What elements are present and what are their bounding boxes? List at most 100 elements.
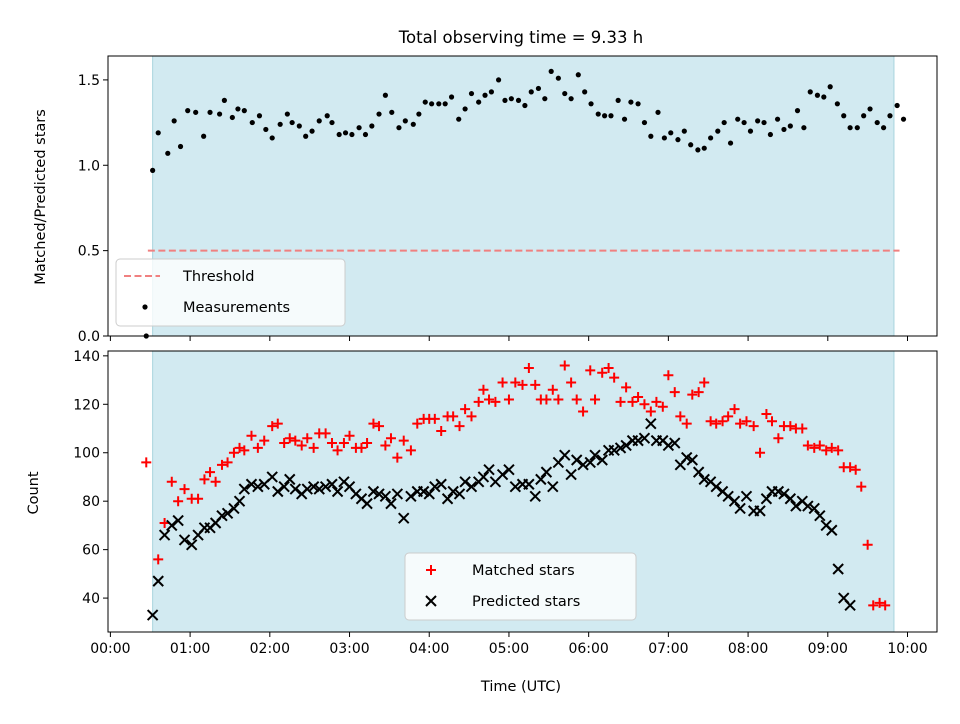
matched-star-point [429,413,440,424]
matched-star-point [711,418,722,429]
legend-entry-label: Threshold [182,269,254,285]
measurement-point [476,99,482,105]
measurement-point [241,108,247,114]
predicted-star-point [529,490,541,503]
matched-star-point [705,416,716,427]
predicted-star-point [326,478,338,490]
matched-star-point [645,406,656,417]
matched-star-point [222,457,233,468]
predicted-star-point [509,480,522,493]
matched-star-point [585,365,596,376]
measurement-point [429,101,435,107]
matched-star-point [541,394,552,405]
measurement-point [303,133,309,139]
measurement-point [568,96,574,102]
measurement-point [648,133,654,139]
matched-star-point [412,418,423,429]
matched-star-point [392,452,403,463]
measurement-point [735,116,741,122]
matched-star-point [385,433,396,444]
predicted-star-point [361,497,373,510]
matched-star-point [239,445,250,456]
predicted-star-point [540,466,553,478]
matched-star-point [723,411,734,422]
measurement-point [588,101,594,107]
matched-star-point [344,430,355,441]
predicted-star-point [405,490,417,503]
measurement-point [562,90,568,97]
matched-star-point [193,493,204,504]
predicted-star-point [289,483,302,495]
measurement-point [416,111,422,117]
matched-star-point [246,430,257,441]
matched-star-point [448,411,459,422]
predicted-star-point [503,463,515,476]
matched-star-point [320,428,331,439]
measurement-point [329,119,335,126]
figure-title: Total observing time = 9.33 h [398,28,643,47]
matched-star-point [874,597,885,608]
matched-star-point [523,362,534,373]
measurement-point [269,135,275,141]
predicted-star-point [565,468,577,481]
matched-star-point [368,418,379,429]
predicted-star-point [577,459,589,471]
matched-star-point [460,404,471,415]
measurement-point [150,167,156,173]
predicted-star-point [728,495,741,507]
measurement-point [668,130,674,136]
measurement-point [615,97,621,103]
matched-star-point [693,387,704,398]
matched-star-point [436,425,447,436]
matched-star-point [862,539,873,550]
measurement-point [221,97,227,103]
matched-star-point [405,445,416,456]
legend-entry-label: Predicted stars [472,594,580,610]
measurement-point [834,101,840,107]
predicted-star-point [284,473,296,486]
matched-star-point [356,442,367,453]
measurement-point [708,135,714,141]
measurement-point [482,92,488,98]
matched-star-point [833,445,844,456]
matched-star-point [302,433,313,444]
measurement-point [807,89,813,95]
matched-star-point [296,440,307,451]
matched-star-point [497,377,508,388]
matched-star-point [669,387,680,398]
measurement-point [193,109,199,115]
matched-star-point [517,379,528,390]
measurement-point [767,131,774,138]
measurement-point [165,150,171,156]
measurement-point [787,123,793,129]
predicted-star-point [447,485,459,498]
measurement-point [436,101,442,107]
matched-star-point [615,396,626,407]
measurement-point [462,106,468,112]
measurement-point [235,106,241,112]
predicted-star-point [146,609,159,621]
predicted-star-point [760,493,773,505]
measurement-point [621,116,628,122]
measurement-point [296,123,302,129]
legend-measurements-swatch [142,304,148,310]
measurement-point [336,131,342,138]
matched-star-point [609,372,620,383]
matched-star-point [279,438,290,449]
matched-star-point [639,399,650,410]
predicted-star-point [570,454,583,466]
matched-star-point [199,474,210,485]
measurement-point [185,108,191,114]
top-y-tick-label: 1.0 [78,158,100,174]
measurement-point [201,133,207,139]
matched-star-point [802,440,813,451]
matched-star-point [141,457,152,468]
matched-star-point [755,447,766,458]
bottom-y-tick-label: 40 [82,591,100,607]
matched-star-point [761,408,772,419]
predicted-star-point [166,519,178,532]
predicted-star-point [429,480,441,493]
measurement-point [635,101,641,107]
matched-star-point [284,433,295,444]
measurement-point [535,85,542,92]
